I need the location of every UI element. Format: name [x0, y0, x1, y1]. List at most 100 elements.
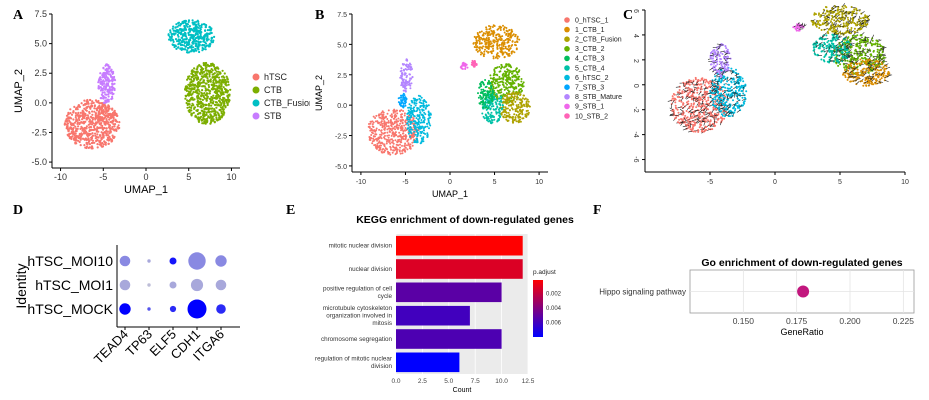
cell-point-CTB_Fusion	[205, 24, 208, 27]
cell-point-STB	[102, 87, 105, 90]
cell-point-2_CTB_Fusion	[509, 96, 512, 99]
cell-point-hTSC	[77, 125, 80, 128]
cell-point-1_CTB_1	[495, 34, 498, 36]
cell-point-0_hTSC_1	[685, 124, 688, 127]
cell-point-CTB	[221, 100, 224, 103]
cell-point-CTB	[201, 98, 204, 101]
cell-point-0_hTSC_1	[402, 130, 405, 133]
cell-point-0_hTSC_1	[402, 110, 405, 112]
cell-point-4_CTB_3	[483, 83, 485, 86]
cell-point-hTSC	[109, 130, 112, 133]
cell-point-STB	[102, 79, 105, 82]
velocity-arrow	[719, 108, 724, 110]
cell-point-CTB	[214, 103, 218, 106]
cell-point-STB	[111, 82, 114, 85]
cell-point-0_hTSC_1	[389, 153, 392, 156]
cell-point-hTSC	[84, 146, 87, 149]
cell-point-6_hTSC_2	[417, 118, 420, 121]
cell-point-CTB_Fusion	[188, 46, 191, 49]
cell-point-hTSC	[78, 140, 81, 144]
y-tick-label: -5.0	[31, 157, 47, 167]
cell-point-CTB	[218, 97, 221, 100]
cell-point-0_hTSC_1	[703, 105, 706, 108]
cell-point-0_hTSC_1	[372, 135, 375, 138]
cell-point-hTSC	[84, 114, 87, 117]
cell-point-8_STB_Mature	[723, 50, 726, 53]
cell-point-STB	[104, 77, 107, 80]
cell-point-0_hTSC_1	[700, 104, 703, 107]
cell-point-CTB	[205, 73, 208, 76]
velocity-arrow	[709, 67, 713, 71]
cell-point-1_CTB_1	[477, 35, 480, 38]
cell-point-4_CTB_3	[491, 100, 494, 103]
cell-point-CTB	[208, 110, 211, 113]
cell-point-CTB	[209, 113, 212, 116]
cell-point-1_CTB_1	[477, 33, 479, 36]
cell-point-5_CTB_4	[483, 117, 486, 120]
velocity-arrow	[722, 91, 726, 96]
cell-point-CTB	[194, 74, 197, 77]
cell-point-0_hTSC_1	[384, 122, 387, 125]
cell-point-hTSC	[94, 118, 97, 121]
cell-point-STB	[105, 101, 108, 104]
cell-point-CTB	[191, 92, 194, 95]
cell-point-CTB	[215, 106, 218, 109]
velocity-arrow	[736, 94, 739, 99]
cell-point-6_hTSC_2	[709, 89, 712, 92]
velocity-arrow	[717, 45, 721, 50]
legend-label: 7_STB_3	[575, 85, 604, 92]
cell-point-1_CTB_1	[486, 32, 489, 35]
cell-point-4_CTB_3	[484, 106, 487, 109]
cell-point-CTB_Fusion	[193, 21, 196, 24]
cell-point-0_hTSC_1	[383, 125, 386, 128]
cell-point-6_hTSC_2	[413, 102, 416, 105]
cell-point-hTSC	[108, 112, 111, 115]
cell-point-0_hTSC_1	[694, 118, 697, 121]
cell-point-0_hTSC_1	[401, 116, 404, 119]
cell-point-8_STB_Mature	[401, 72, 403, 74]
cell-point-6_hTSC_2	[721, 114, 724, 117]
cell-point-CTB_Fusion	[181, 41, 184, 44]
cell-point-hTSC	[96, 115, 99, 118]
cell-point-6_hTSC_2	[732, 107, 735, 110]
cell-point-1_CTB_1	[487, 48, 490, 50]
cell-point-2_CTB_Fusion	[504, 106, 507, 109]
cell-point-0_hTSC_1	[374, 117, 377, 119]
cell-point-CTB	[227, 80, 230, 84]
cell-point-CTB	[201, 89, 204, 92]
cell-point-0_hTSC_1	[403, 112, 406, 115]
cell-point-1_CTB_1	[504, 51, 507, 54]
cell-point-2_CTB_Fusion	[505, 100, 507, 103]
cell-point-0_hTSC_1	[379, 124, 382, 126]
cell-point-6_hTSC_2	[410, 114, 413, 117]
cell-point-CTB	[197, 92, 200, 95]
cell-point-5_CTB_4	[491, 102, 494, 105]
velocity-arrow	[713, 115, 718, 117]
cell-point-CTB	[186, 103, 189, 106]
cell-point-6_hTSC_2	[420, 104, 423, 107]
cell-point-7_STB_3	[400, 99, 402, 101]
cell-point-6_hTSC_2	[719, 101, 721, 104]
cell-point-hTSC	[91, 134, 95, 137]
cell-point-CTB_Fusion	[172, 29, 175, 32]
cell-point-5_CTB_4	[493, 98, 496, 100]
cell-point-0_hTSC_1	[673, 93, 676, 96]
cell-point-CTB_Fusion	[204, 26, 207, 29]
cell-point-CTB	[215, 70, 218, 73]
cell-point-6_hTSC_2	[723, 83, 726, 86]
cell-point-7_STB_3	[403, 94, 406, 97]
cell-point-6_hTSC_2	[728, 89, 731, 92]
cell-point-CTB	[198, 81, 201, 84]
cell-point-CTB	[213, 82, 216, 85]
cell-point-0_hTSC_1	[402, 132, 404, 135]
cell-point-0_hTSC_1	[698, 83, 701, 86]
cell-point-2_CTB_Fusion	[525, 105, 528, 108]
cell-point-8_STB_Mature	[407, 65, 410, 68]
legend-key-1_CTB_1	[564, 26, 570, 33]
cell-point-CTB	[207, 102, 211, 106]
velocity-arrow	[726, 106, 730, 111]
cell-point-1_CTB_1	[501, 42, 504, 45]
cell-point-4_CTB_3	[488, 100, 491, 103]
cell-point-0_hTSC_1	[376, 144, 379, 147]
cell-point-4_CTB_3	[491, 92, 494, 94]
